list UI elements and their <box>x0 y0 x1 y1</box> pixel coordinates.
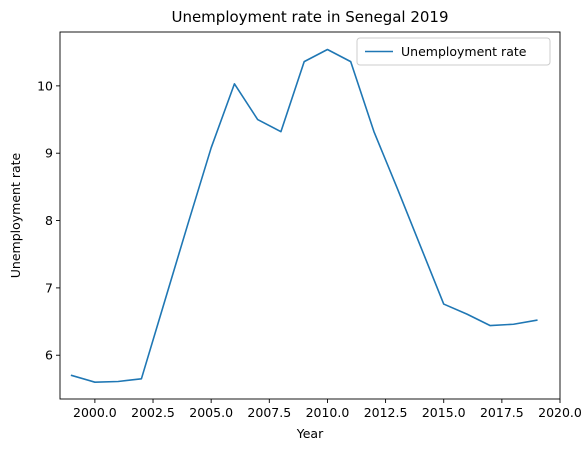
legend-box <box>356 37 551 66</box>
x-tick-label: 2002.5 <box>131 405 175 420</box>
y-tick-label: 7 <box>45 280 53 295</box>
x-tick-label: 2020.0 <box>538 405 582 420</box>
y-axis-label: Unemployment rate <box>8 152 23 278</box>
legend: Unemployment rate <box>356 37 551 66</box>
y-tick-label: 10 <box>37 78 53 93</box>
x-axis-label: Year <box>296 426 324 441</box>
y-tick-label: 9 <box>45 146 53 161</box>
x-tick-label: 2017.5 <box>480 405 524 420</box>
y-tick-label: 6 <box>45 348 53 363</box>
x-axis: 2000.0 2002.5 2005.0 2007.5 2010.0 2012.5 2015… <box>73 399 582 420</box>
chart-title: Unemployment rate in Senegal 2019 <box>171 8 448 26</box>
x-tick-label: 2012.5 <box>364 405 408 420</box>
series-line-0 <box>70 48 538 383</box>
y-tick-label: 8 <box>45 213 53 228</box>
plot-frame <box>59 31 561 400</box>
legend-label: Unemployment rate <box>401 44 527 59</box>
x-tick-label: 2010.0 <box>306 405 350 420</box>
x-tick-label: 2000.0 <box>73 405 117 420</box>
plot-area <box>70 48 538 383</box>
y-axis: 6 7 8 9 10 <box>37 78 60 363</box>
x-tick-label: 2015.0 <box>422 405 466 420</box>
x-tick-label: 2007.5 <box>247 405 291 420</box>
x-tick-label: 2005.0 <box>189 405 233 420</box>
